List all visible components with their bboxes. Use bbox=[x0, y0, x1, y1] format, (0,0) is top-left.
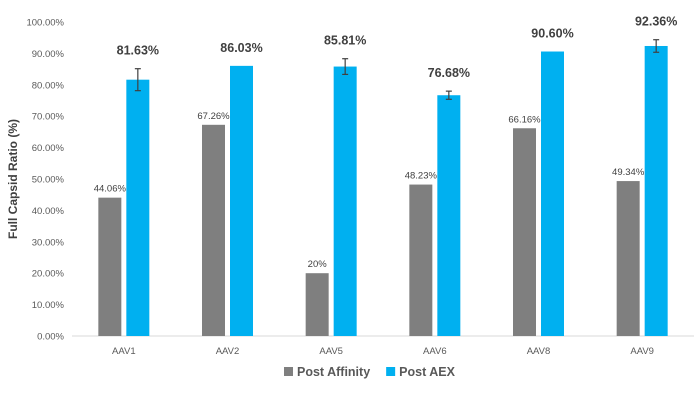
data-label: 44.06% bbox=[94, 184, 127, 195]
legend-swatch bbox=[284, 367, 293, 376]
bar-aav5-post-aex bbox=[333, 66, 357, 336]
bar-aav2-post-aex bbox=[230, 65, 253, 337]
data-label: 49.34% bbox=[612, 167, 645, 178]
y-tick-label: 0.00% bbox=[37, 332, 64, 343]
x-tick-label: AAV1 bbox=[112, 346, 136, 357]
y-tick-label: 50.00% bbox=[32, 175, 65, 186]
y-tick-label: 60.00% bbox=[32, 143, 65, 154]
bar-aav8-post-aex bbox=[541, 51, 564, 337]
legend-item: Post AEX bbox=[399, 365, 455, 379]
y-tick-label: 100.00% bbox=[26, 18, 64, 29]
x-tick-label: AAV6 bbox=[423, 346, 447, 357]
y-tick-label: 80.00% bbox=[32, 80, 65, 91]
data-label: 20% bbox=[308, 259, 328, 270]
x-axis-ticks: AAV1 AAV2 AAV5 AAV6 AAV8 AAV9 bbox=[112, 346, 654, 357]
y-tick-label: 10.00% bbox=[32, 300, 65, 311]
bar-aav1-post-aex bbox=[126, 79, 150, 337]
data-label: 76.68% bbox=[428, 66, 470, 80]
bar-aav8-post-affinity bbox=[513, 128, 536, 336]
data-label: 48.23% bbox=[405, 171, 438, 182]
bar-aav5-post-affinity bbox=[305, 273, 329, 336]
legend-swatch bbox=[386, 367, 396, 376]
data-label: 66.16% bbox=[508, 114, 541, 125]
x-tick-label: AAV9 bbox=[630, 346, 654, 357]
data-label: 86.03% bbox=[220, 41, 262, 55]
y-axis-ticks: 0.00% 10.00% 20.00% 30.00% 40.00% 50.00% 60.00… bbox=[26, 18, 64, 343]
y-axis-label: Full Capsid Ratio (%) bbox=[6, 119, 20, 239]
legend-item: Post Affinity bbox=[297, 365, 370, 379]
data-label: 85.81% bbox=[324, 34, 366, 48]
data-label: 92.36% bbox=[635, 15, 677, 29]
x-tick-label: AAV8 bbox=[527, 346, 551, 357]
x-tick-label: AAV2 bbox=[216, 346, 240, 357]
y-tick-label: 90.00% bbox=[32, 49, 65, 60]
legend: Post Affinity Post AEX bbox=[284, 365, 456, 379]
bar-aav6-post-affinity bbox=[409, 184, 433, 336]
data-label: 90.60% bbox=[531, 27, 573, 41]
y-tick-label: 70.00% bbox=[32, 112, 65, 123]
data-label: 67.26% bbox=[197, 111, 230, 122]
bar-aav2-post-affinity bbox=[202, 124, 225, 337]
bar-aav6-post-aex bbox=[437, 95, 461, 337]
y-tick-label: 20.00% bbox=[32, 269, 65, 280]
bar-aav1-post-affinity bbox=[98, 197, 122, 336]
bar-aav9-post-affinity bbox=[616, 181, 640, 336]
data-label: 81.63% bbox=[117, 44, 159, 58]
y-tick-label: 40.00% bbox=[32, 206, 65, 217]
x-tick-label: AAV5 bbox=[319, 346, 343, 357]
bars: 44.06% 81.63% 67.26% 86.03% 20% 85.81% 48.23% 7… bbox=[94, 15, 677, 337]
bar-aav9-post-aex bbox=[644, 45, 668, 337]
y-tick-label: 30.00% bbox=[32, 237, 65, 248]
